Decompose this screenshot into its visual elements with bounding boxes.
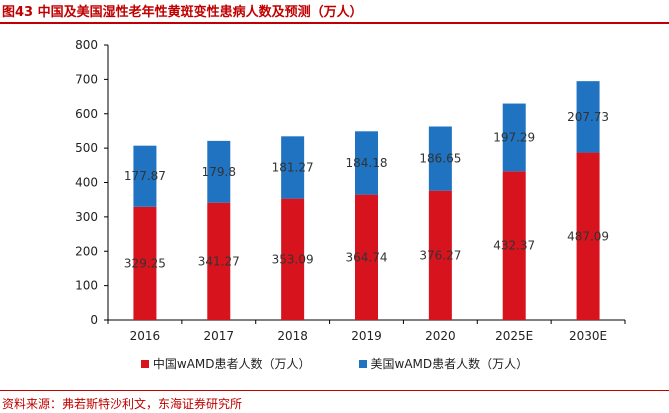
bar-china <box>502 171 526 320</box>
bar-china <box>428 190 452 320</box>
y-tick-label: 300 <box>75 210 98 224</box>
x-tick-label: 2030E <box>569 329 607 343</box>
data-label-usa: 197.29 <box>493 130 535 144</box>
x-tick-label: 2018 <box>277 329 308 343</box>
data-label-china: 364.74 <box>346 250 388 264</box>
bar-china <box>207 202 231 320</box>
data-label-china: 376.27 <box>419 248 461 262</box>
data-label-usa: 184.18 <box>346 156 388 170</box>
y-tick-label: 800 <box>75 38 98 52</box>
y-tick-label: 500 <box>75 141 98 155</box>
data-label-china: 487.09 <box>567 229 609 243</box>
y-tick-label: 0 <box>90 313 98 327</box>
legend-item-usa: 美国wAMD患者人数（万人） <box>358 355 529 372</box>
source-note: 资料来源：弗若斯特沙利文，东海证券研究所 <box>2 397 243 411</box>
legend-label-china: 中国wAMD患者人数（万人） <box>152 357 311 371</box>
bar-china <box>281 198 305 320</box>
y-tick-label: 100 <box>75 279 98 293</box>
figure-title: 图43 中国及美国湿性老年性黄斑变性患病人数及预测（万人） <box>2 5 363 20</box>
y-tick-label: 700 <box>75 72 98 86</box>
y-tick-label: 600 <box>75 107 98 121</box>
bar-china <box>133 206 157 320</box>
legend-swatch-china <box>140 359 149 368</box>
data-label-china: 329.25 <box>124 256 166 270</box>
data-label-usa: 186.65 <box>419 152 461 166</box>
data-label-usa: 179.8 <box>202 165 236 179</box>
bar-usa <box>207 140 231 203</box>
data-label-china: 341.27 <box>198 254 240 268</box>
bar-usa <box>428 126 452 191</box>
y-tick-label: 400 <box>75 176 98 190</box>
x-tick-label: 2016 <box>130 329 161 343</box>
stacked-bar-chart: 0 100 200 300 400 500 600 700 800 329.25 177.87 201… <box>75 38 626 343</box>
data-label-china: 353.09 <box>272 252 314 266</box>
title-rule <box>0 22 669 24</box>
bar-usa <box>133 145 157 207</box>
bar-usa <box>502 103 526 172</box>
y-tick-label: 200 <box>75 244 98 258</box>
bar-china <box>355 194 378 320</box>
x-tick-label: 2025E <box>495 329 533 343</box>
data-label-usa: 207.73 <box>567 110 609 124</box>
x-tick-label: 2017 <box>204 329 235 343</box>
bar-china <box>576 152 600 320</box>
chart-legend: 中国wAMD患者人数（万人） 美国wAMD患者人数（万人） <box>0 355 669 372</box>
x-tick-label: 2019 <box>351 329 382 343</box>
bar-usa <box>281 136 305 199</box>
legend-label-usa: 美国wAMD患者人数（万人） <box>370 357 529 371</box>
bar-usa <box>576 81 600 153</box>
data-label-usa: 181.27 <box>272 160 314 174</box>
legend-swatch-usa <box>358 359 367 368</box>
data-label-china: 432.37 <box>493 239 535 253</box>
source-rule <box>0 390 669 391</box>
legend-item-china: 中国wAMD患者人数（万人） <box>140 355 311 372</box>
x-tick-label: 2020 <box>425 329 456 343</box>
data-label-usa: 177.87 <box>124 169 166 183</box>
bar-usa <box>355 131 378 195</box>
